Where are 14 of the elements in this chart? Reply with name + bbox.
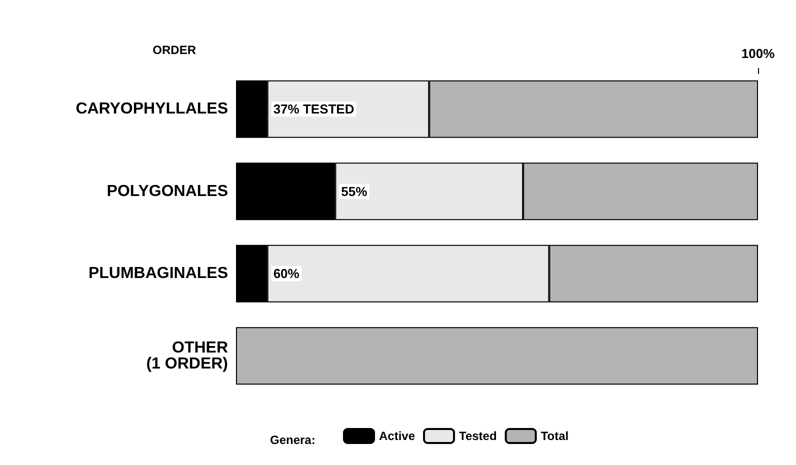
y-tick-label: OTHER (1 ORDER) [146,339,228,372]
legend-title: Genera: [270,433,316,447]
annotation: 37% TESTED [273,102,354,117]
legend-label: Active [379,429,416,443]
y-axis-title: ORDER [152,43,196,57]
y-tick-label: CARYOPHYLLALES [76,100,228,118]
y-tick-label: POLYGONALES [106,182,228,200]
annotation: 60% [273,266,300,282]
legend-label: Total [540,429,569,443]
annotation: 55% [341,184,368,199]
y-tick-label: PLUMBAGINALES [88,265,228,282]
legend-label: Tested [459,429,497,443]
x-tick-label: 100% [741,46,776,61]
bar [236,327,758,385]
